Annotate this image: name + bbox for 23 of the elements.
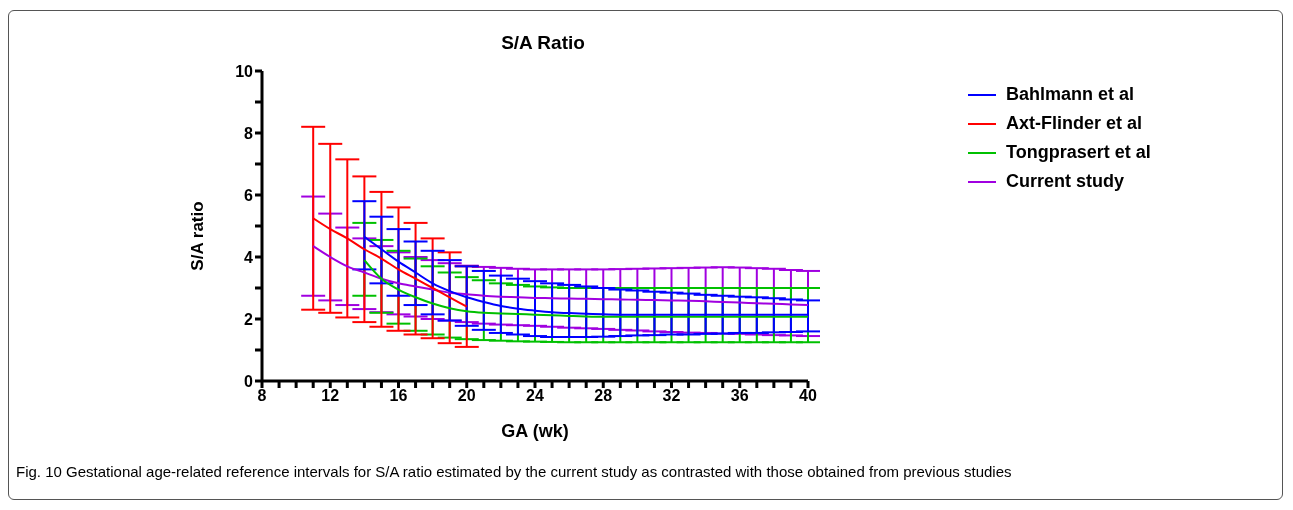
x-tick-label: 16 — [389, 387, 408, 405]
y-tick-label: 0 — [244, 372, 254, 390]
legend-label: Bahlmann et al — [1006, 84, 1135, 105]
y-tick-label: 2 — [244, 310, 254, 328]
x-tick-label: 20 — [457, 387, 476, 405]
legend-label: Tongprasert et al — [1006, 142, 1151, 163]
y-tick-label: 10 — [235, 62, 254, 80]
caption: Fig. 10 Gestational age-related reference intervals for S/A ratio estimated by the current study as contrasted with those obtained from previous studies — [16, 462, 1013, 482]
x-tick-label: 24 — [526, 387, 544, 405]
chart-title: S/A Ratio — [500, 32, 586, 54]
legend-label: Axt-Flinder et al — [1006, 113, 1143, 134]
x-tick-label: 40 — [799, 387, 817, 405]
y-tick-label: 6 — [244, 186, 254, 204]
legend-label: Current study — [1006, 171, 1125, 192]
x-axis-title: GA (wk) — [501, 421, 569, 441]
x-tick-label: 36 — [730, 387, 749, 405]
x-tick-label: 28 — [594, 387, 613, 405]
x-tick-label: 32 — [662, 387, 681, 405]
x-tick-label: 8 — [257, 387, 267, 405]
y-axis-title: S/A ratio — [187, 200, 208, 273]
x-tick-label: 12 — [321, 387, 340, 405]
y-tick-label: 4 — [244, 248, 254, 266]
y-tick-label: 8 — [244, 124, 254, 142]
